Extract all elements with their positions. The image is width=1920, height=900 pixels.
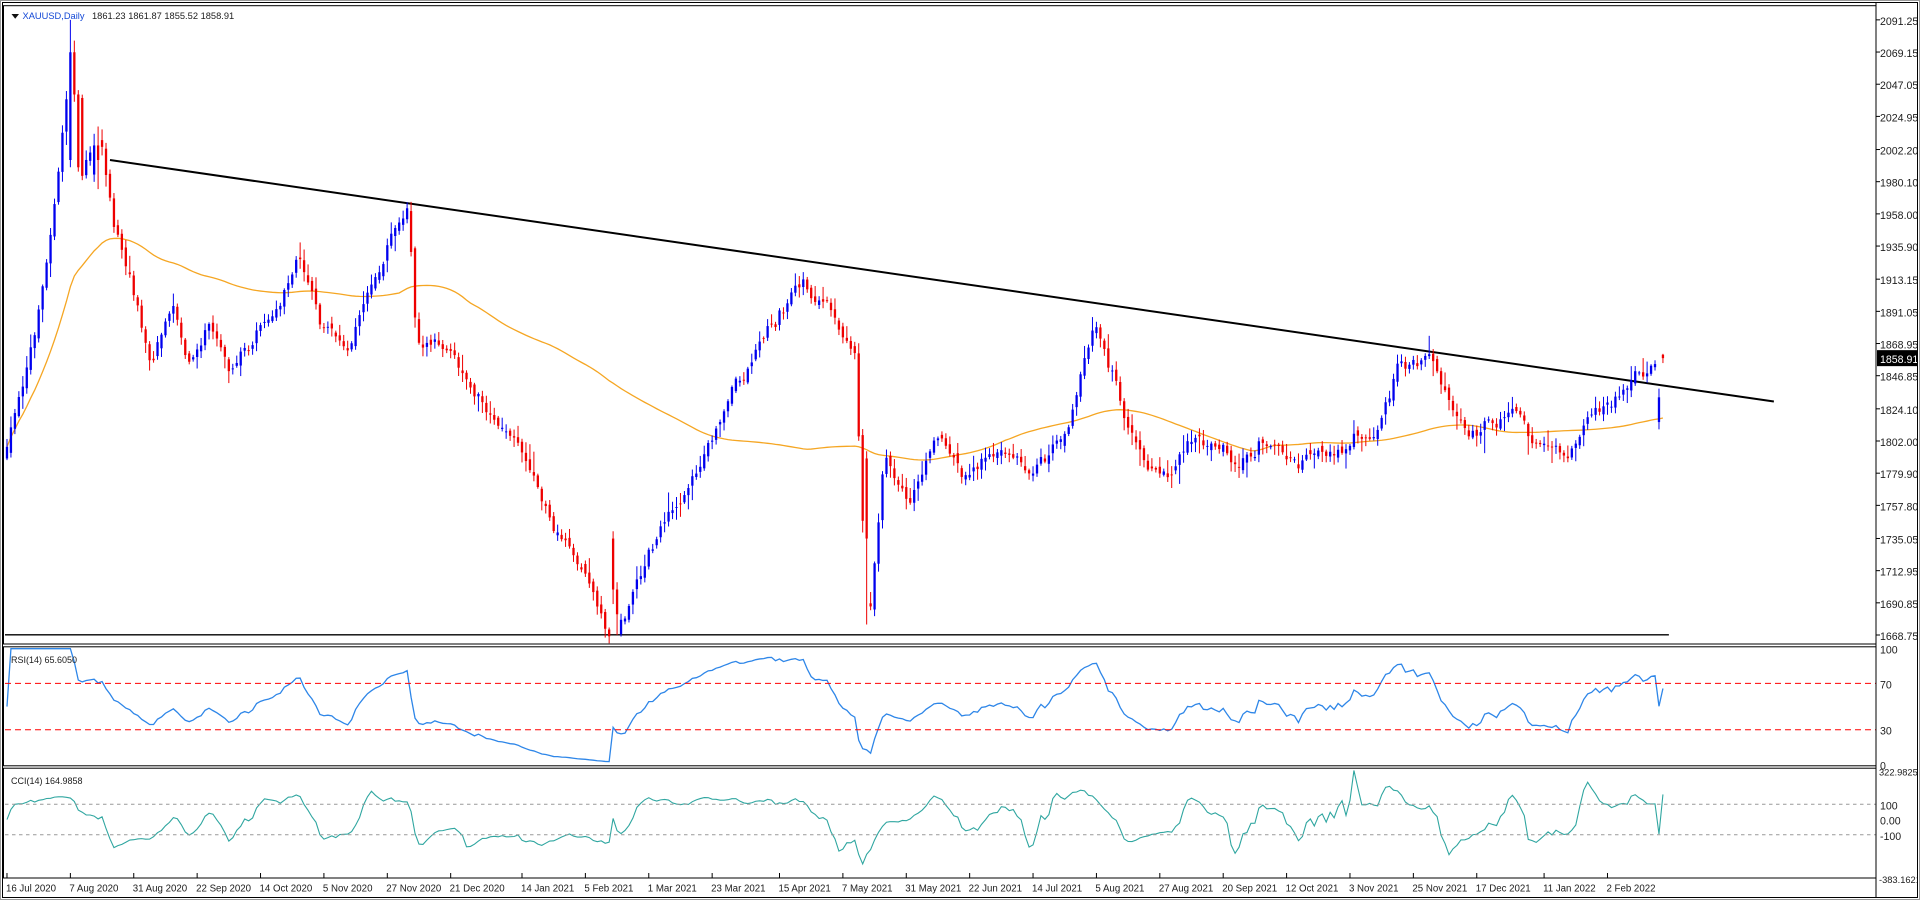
svg-text:17 Dec 2021: 17 Dec 2021 — [1476, 884, 1531, 895]
svg-text:100: 100 — [1880, 800, 1898, 812]
svg-text:1891.05: 1891.05 — [1880, 307, 1918, 319]
svg-text:0.00: 0.00 — [1880, 816, 1901, 828]
svg-text:1958.00: 1958.00 — [1880, 210, 1918, 222]
svg-text:1861.23 1861.87 1855.52 1858.9: 1861.23 1861.87 1855.52 1858.91 — [92, 11, 234, 21]
svg-text:RSI(14) 65.6050: RSI(14) 65.6050 — [11, 655, 77, 665]
svg-text:1913.15: 1913.15 — [1880, 275, 1918, 287]
svg-text:70: 70 — [1880, 679, 1892, 691]
svg-text:14 Jan 2021: 14 Jan 2021 — [521, 884, 574, 895]
svg-text:12 Oct 2021: 12 Oct 2021 — [1286, 884, 1339, 895]
svg-text:21 Dec 2020: 21 Dec 2020 — [450, 884, 506, 895]
svg-text:1712.95: 1712.95 — [1880, 567, 1918, 579]
svg-text:2047.05: 2047.05 — [1880, 80, 1918, 92]
svg-text:11 Jan 2022: 11 Jan 2022 — [1543, 884, 1596, 895]
svg-text:CCI(14) 164.9858: CCI(14) 164.9858 — [11, 776, 83, 786]
svg-text:100: 100 — [1880, 645, 1898, 657]
svg-text:22 Jun 2021: 22 Jun 2021 — [969, 884, 1022, 895]
svg-text:1846.85: 1846.85 — [1880, 372, 1918, 384]
svg-text:22 Sep 2020: 22 Sep 2020 — [196, 884, 252, 895]
svg-text:XAUUSD,Daily: XAUUSD,Daily — [23, 11, 85, 21]
svg-text:5 Feb 2021: 5 Feb 2021 — [584, 884, 633, 895]
svg-text:23 Mar 2021: 23 Mar 2021 — [711, 884, 765, 895]
svg-text:14 Oct 2020: 14 Oct 2020 — [260, 884, 313, 895]
svg-text:1 Mar 2021: 1 Mar 2021 — [648, 884, 697, 895]
svg-text:25 Nov 2021: 25 Nov 2021 — [1412, 884, 1467, 895]
svg-text:7 May 2021: 7 May 2021 — [842, 884, 893, 895]
svg-text:1735.05: 1735.05 — [1880, 534, 1918, 546]
svg-text:14 Jul 2021: 14 Jul 2021 — [1032, 884, 1082, 895]
svg-text:27 Nov 2020: 27 Nov 2020 — [386, 884, 442, 895]
svg-text:7 Aug 2020: 7 Aug 2020 — [69, 884, 119, 895]
svg-text:16 Jul 2020: 16 Jul 2020 — [6, 884, 57, 895]
svg-text:1690.85: 1690.85 — [1880, 599, 1918, 611]
svg-text:2002.20: 2002.20 — [1880, 146, 1918, 158]
svg-text:15 Apr 2021: 15 Apr 2021 — [779, 884, 831, 895]
svg-text:322.9825: 322.9825 — [1879, 767, 1918, 777]
svg-text:1980.10: 1980.10 — [1880, 178, 1918, 190]
svg-text:1935.90: 1935.90 — [1880, 242, 1918, 254]
svg-text:1779.90: 1779.90 — [1880, 469, 1918, 481]
svg-text:2 Feb 2022: 2 Feb 2022 — [1606, 884, 1655, 895]
svg-text:3 Nov 2021: 3 Nov 2021 — [1349, 884, 1399, 895]
svg-text:1668.75: 1668.75 — [1880, 631, 1918, 643]
svg-text:1757.80: 1757.80 — [1880, 501, 1918, 513]
svg-text:20 Sep 2021: 20 Sep 2021 — [1222, 884, 1277, 895]
svg-text:31 May 2021: 31 May 2021 — [905, 884, 961, 895]
svg-text:1858.91: 1858.91 — [1880, 354, 1918, 366]
svg-text:5 Nov 2020: 5 Nov 2020 — [323, 884, 373, 895]
svg-text:30: 30 — [1880, 726, 1892, 738]
svg-text:2091.25: 2091.25 — [1880, 16, 1918, 28]
svg-text:2024.95: 2024.95 — [1880, 112, 1918, 124]
svg-text:5 Aug 2021: 5 Aug 2021 — [1095, 884, 1144, 895]
svg-text:31 Aug 2020: 31 Aug 2020 — [133, 884, 188, 895]
svg-text:1824.10: 1824.10 — [1880, 405, 1918, 417]
svg-text:-383.1621: -383.1621 — [1879, 875, 1918, 885]
svg-text:1868.95: 1868.95 — [1880, 340, 1918, 352]
svg-text:1802.00: 1802.00 — [1880, 437, 1918, 449]
svg-text:-100: -100 — [1880, 831, 1901, 843]
svg-text:27 Aug 2021: 27 Aug 2021 — [1159, 884, 1213, 895]
svg-text:2069.15: 2069.15 — [1880, 48, 1918, 60]
